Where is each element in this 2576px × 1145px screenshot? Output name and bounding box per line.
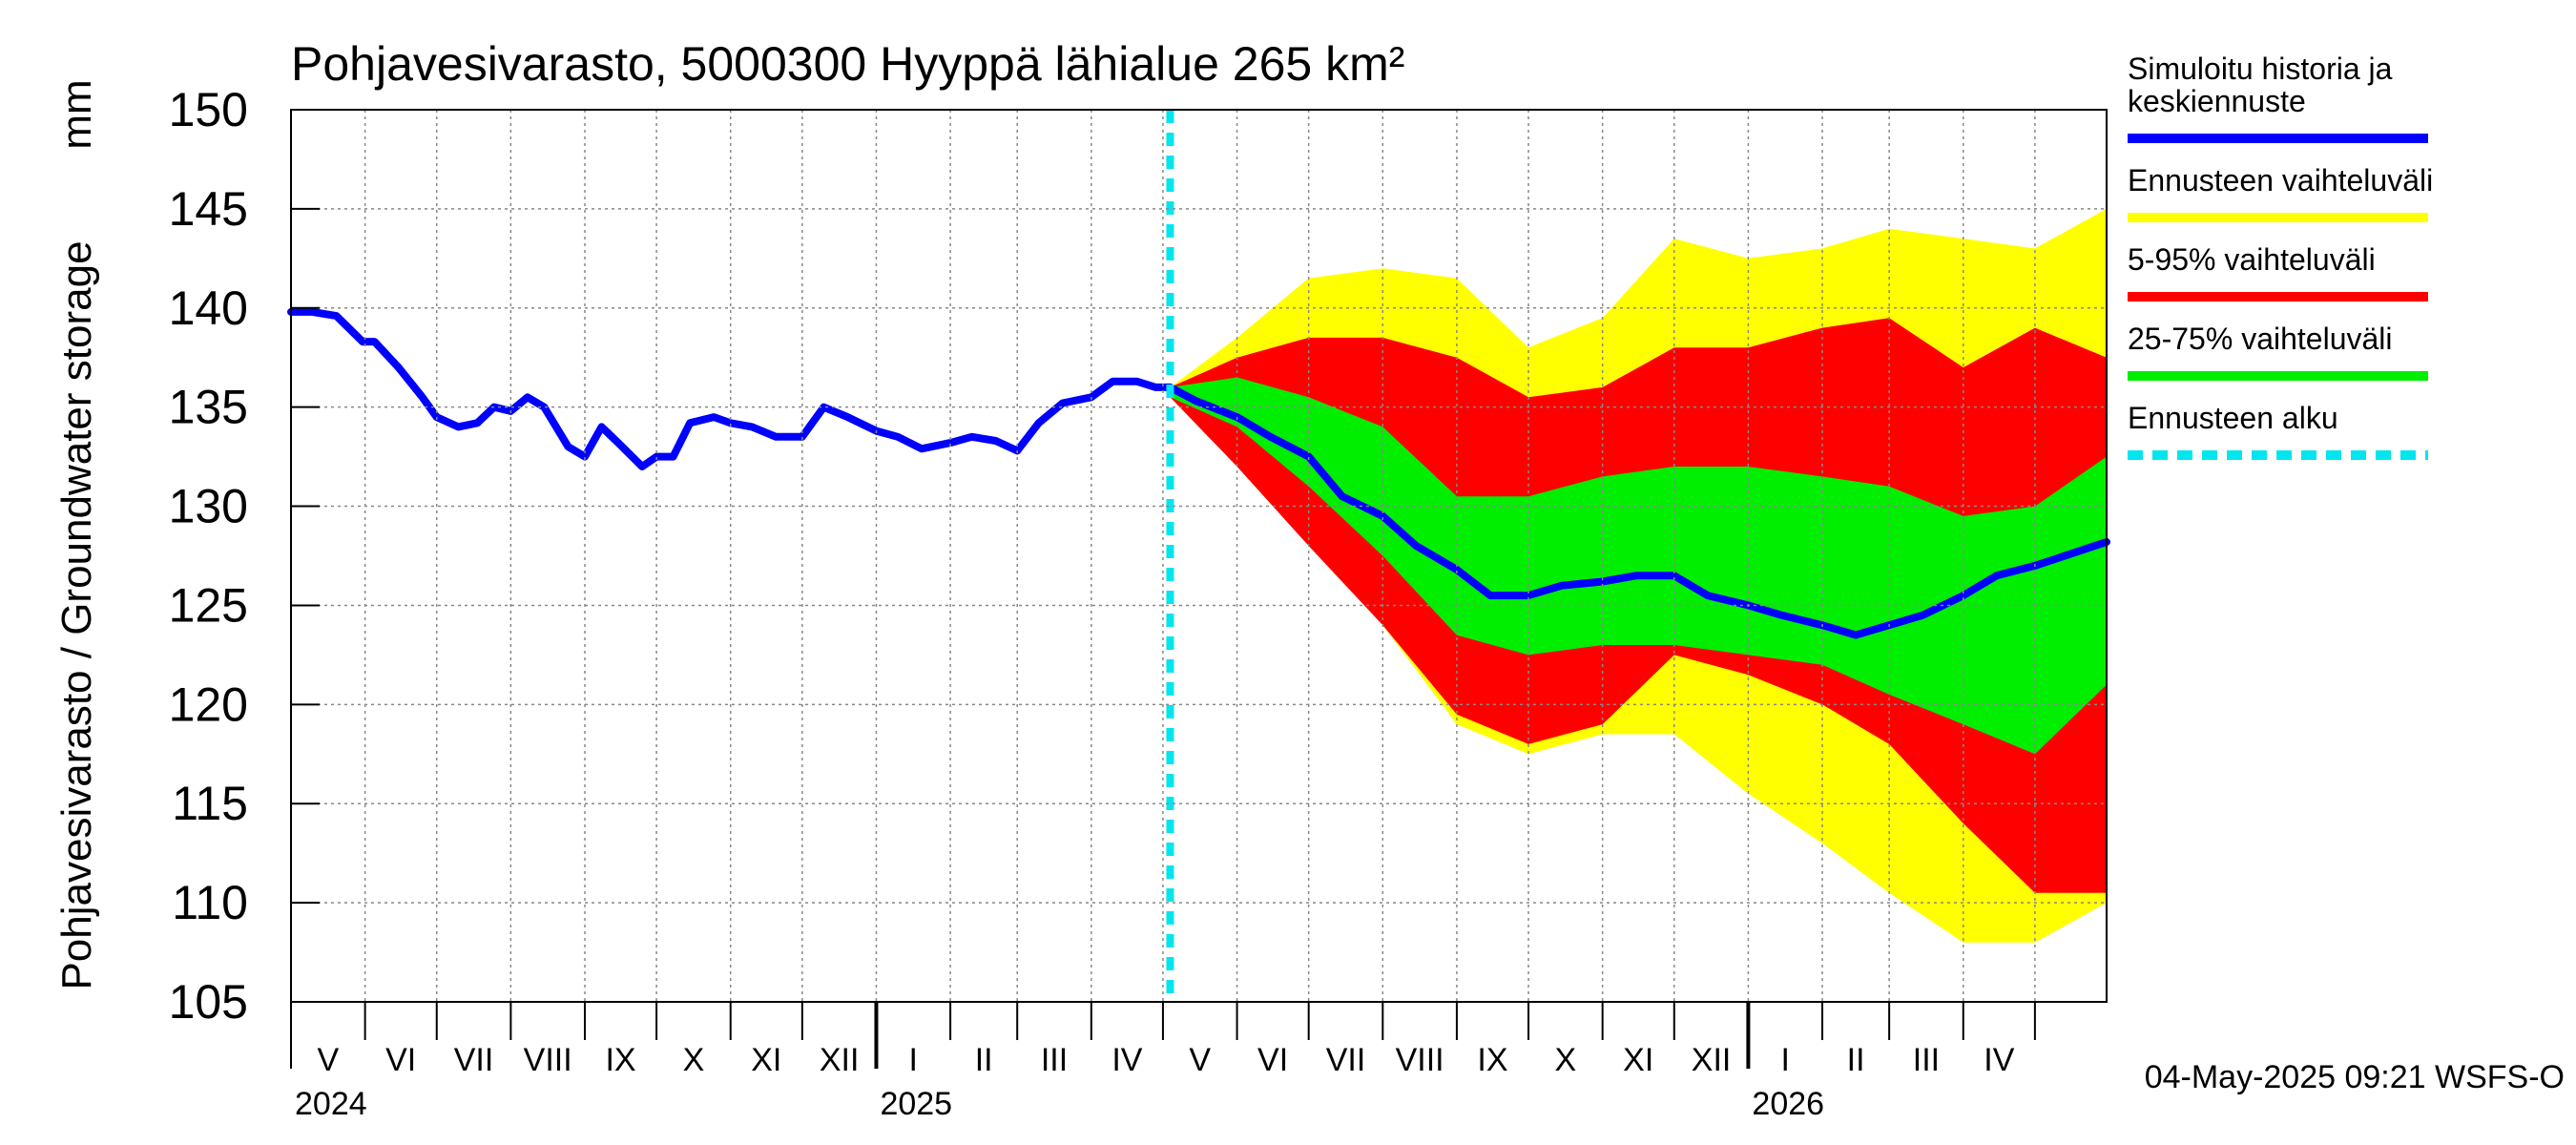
x-month-label: I — [909, 1042, 918, 1078]
band-25-75 — [1170, 377, 2107, 755]
legend-label: keskiennuste — [2128, 84, 2306, 118]
x-month-label: IX — [605, 1042, 635, 1078]
y-tick-label: 145 — [169, 182, 248, 236]
y-tick-label: 140 — [169, 281, 248, 335]
y-tick-label: 105 — [169, 975, 248, 1029]
x-month-label: X — [683, 1042, 705, 1078]
x-month-label: VI — [1257, 1042, 1288, 1078]
median-line — [287, 307, 2110, 639]
x-month-label: IV — [1984, 1042, 2014, 1078]
y-tick-label: 115 — [172, 777, 248, 830]
x-month-label: VI — [385, 1042, 416, 1078]
legend-label: Simuloitu historia ja — [2128, 52, 2393, 86]
y-axis-label: Pohjavesivarasto / Groundwater storage — [53, 240, 100, 989]
y-tick-label: 135 — [169, 381, 248, 434]
y-tick-label: 150 — [169, 83, 248, 136]
x-month-label: XII — [820, 1042, 860, 1078]
y-tick-label: 110 — [172, 876, 248, 929]
y-tick-label: 130 — [169, 480, 248, 533]
x-year-label: 2024 — [295, 1086, 367, 1122]
x-month-label: II — [975, 1042, 993, 1078]
timestamp: 04-May-2025 09:21 WSFS-O — [2145, 1059, 2565, 1095]
chart-title: Pohjavesivarasto, 5000300 Hyyppä lähialu… — [291, 37, 1404, 91]
x-month-label: VIII — [524, 1042, 572, 1078]
x-month-label: XI — [1623, 1042, 1653, 1078]
legend-label: Ennusteen vaihteluväli — [2128, 163, 2433, 198]
x-month-label: XII — [1692, 1042, 1732, 1078]
x-month-label: IV — [1111, 1042, 1142, 1078]
x-month-label: I — [1780, 1042, 1789, 1078]
x-month-label: X — [1555, 1042, 1577, 1078]
x-month-label: V — [1189, 1042, 1211, 1078]
legend-label: 5-95% vaihteluväli — [2128, 242, 2376, 277]
x-month-label: II — [1847, 1042, 1865, 1078]
y-tick-label: 125 — [169, 578, 248, 632]
plot-area — [287, 110, 2110, 1002]
x-month-label: VII — [454, 1042, 494, 1078]
x-month-label: V — [317, 1042, 339, 1078]
y-axis-unit: mm — [53, 79, 100, 149]
legend-label: 25-75% vaihteluväli — [2128, 322, 2393, 356]
plot-frame — [290, 109, 2108, 1003]
x-month-label: IX — [1477, 1042, 1507, 1078]
x-month-label: XI — [751, 1042, 781, 1078]
legend-label: Ennusteen alku — [2128, 401, 2338, 435]
y-tick-label: 120 — [169, 677, 248, 731]
x-year-label: 2025 — [880, 1086, 952, 1122]
x-month-label: VIII — [1396, 1042, 1444, 1078]
x-month-label: III — [1913, 1042, 1940, 1078]
x-year-label: 2026 — [1752, 1086, 1824, 1122]
x-month-label: VII — [1326, 1042, 1366, 1078]
x-month-label: III — [1041, 1042, 1068, 1078]
